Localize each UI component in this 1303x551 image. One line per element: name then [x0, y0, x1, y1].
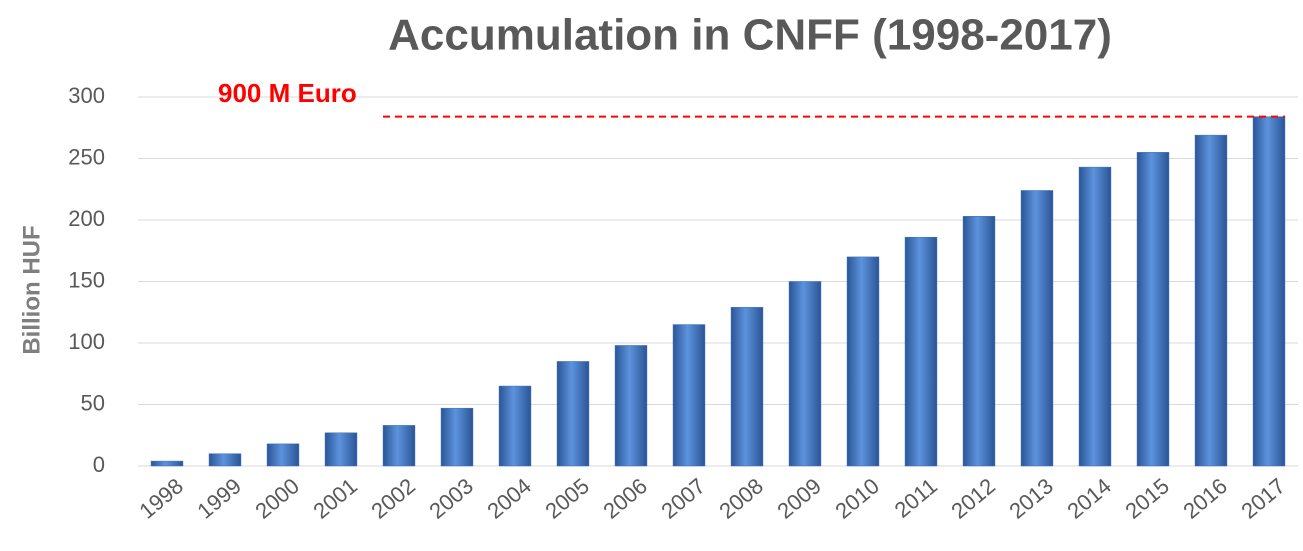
bar [904, 236, 938, 467]
bar [1194, 134, 1228, 467]
bar [614, 345, 648, 467]
x-tick-label: 2000 [250, 473, 304, 524]
y-axis-label: Billion HUF [18, 225, 45, 354]
x-tick-label: 2012 [946, 473, 1000, 524]
bar [150, 460, 184, 467]
x-tick-label: 2003 [424, 473, 478, 524]
x-tick-label: 2005 [540, 473, 594, 524]
y-tick-label: 100 [68, 329, 105, 354]
chart-title: Accumulation in CNFF (1998-2017) [388, 11, 1112, 60]
x-tick-label: 2001 [308, 473, 362, 524]
x-tick-label: 2016 [1178, 473, 1232, 524]
x-tick-label: 2010 [830, 473, 884, 524]
bar [672, 324, 706, 467]
x-tick-label: 1998 [134, 473, 188, 524]
annotation: 900 M Euro [218, 78, 357, 108]
x-tick-label: 2008 [714, 473, 768, 524]
bar [382, 425, 416, 467]
bar [498, 385, 532, 467]
bar [556, 361, 590, 467]
bar [1136, 152, 1170, 467]
x-tick-label: 2011 [890, 473, 942, 523]
bar [730, 307, 764, 467]
x-tick-label: 2004 [482, 473, 536, 524]
x-tick-label: 2015 [1120, 473, 1174, 524]
bar [1078, 166, 1112, 467]
y-tick-label: 250 [68, 144, 105, 169]
bar [1252, 116, 1286, 467]
x-tick-label: 2002 [366, 473, 420, 524]
x-tick-label: 2014 [1062, 473, 1116, 524]
x-tick-label: 2017 [1236, 473, 1290, 524]
bar [1020, 190, 1054, 467]
x-tick-label: 2007 [656, 473, 710, 524]
bar [962, 216, 996, 467]
y-tick-label: 200 [68, 206, 105, 231]
x-tick-label: 2006 [598, 473, 652, 524]
x-tick-label: 1999 [192, 473, 246, 524]
x-tick-label: 2013 [1004, 473, 1058, 524]
bar [846, 256, 880, 467]
x-tick-label: 2009 [772, 473, 826, 524]
bar [324, 432, 358, 467]
y-tick-label: 300 [68, 83, 105, 108]
y-tick-label: 150 [68, 267, 105, 292]
bar [208, 453, 242, 467]
bar [440, 407, 474, 467]
y-tick-label: 50 [81, 390, 105, 415]
bar [788, 281, 822, 467]
y-tick-label: 0 [93, 452, 105, 477]
bar [266, 443, 300, 467]
